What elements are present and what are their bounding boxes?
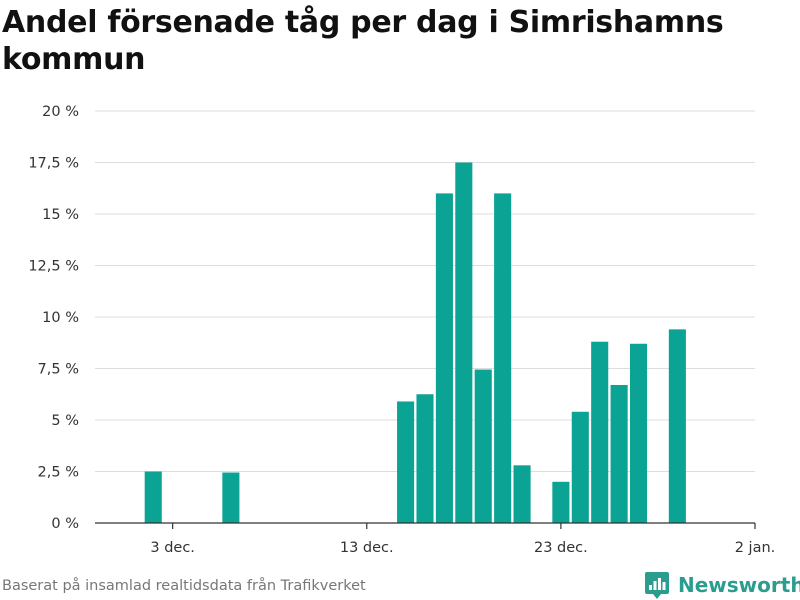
gridlines xyxy=(95,110,755,472)
bar[interactable] xyxy=(222,472,240,523)
y-tick-label: 17,5 % xyxy=(28,156,79,172)
x-axis-tick-labels: 3 dec. 13 dec. 23 dec. 2 jan. xyxy=(150,540,775,556)
x-tick-label: 23 dec. xyxy=(534,540,588,556)
y-tick-label: 10 % xyxy=(42,310,79,326)
bar[interactable] xyxy=(610,384,628,523)
newsworthy-logo-icon xyxy=(645,572,669,599)
brand[interactable]: Newsworthy xyxy=(644,570,800,600)
y-tick-label: 15 % xyxy=(42,207,79,223)
y-tick-label: 12,5 % xyxy=(28,259,79,275)
y-tick-label: 2,5 % xyxy=(38,465,79,481)
brand-name: Newsworthy xyxy=(678,573,800,597)
bar[interactable] xyxy=(629,343,648,523)
bar[interactable] xyxy=(397,401,415,523)
bar[interactable] xyxy=(552,481,570,523)
y-tick-label: 5 % xyxy=(51,413,79,429)
y-axis-tick-labels: 0 % 2,5 % 5 % 7,5 % 10 % 12,5 % 15 % 17,5 % 20 % xyxy=(28,104,79,532)
bar[interactable] xyxy=(144,471,162,524)
x-tick-label: 3 dec. xyxy=(150,540,195,556)
bar[interactable] xyxy=(571,411,589,523)
x-axis xyxy=(95,522,756,529)
bar[interactable] xyxy=(513,465,531,523)
source-note: Baserat på insamlad realtidsdata från Tr… xyxy=(2,578,366,594)
bars xyxy=(144,162,686,524)
chart-title: Andel försenade tåg per dag i Simrishamn… xyxy=(2,5,724,77)
bar[interactable] xyxy=(435,193,453,523)
y-tick-label: 7,5 % xyxy=(38,362,79,378)
bar[interactable] xyxy=(591,341,609,523)
bar[interactable] xyxy=(416,394,434,523)
x-tick-label: 13 dec. xyxy=(340,540,394,556)
y-tick-label: 20 % xyxy=(42,104,79,120)
bar[interactable] xyxy=(455,162,473,524)
bar[interactable] xyxy=(474,369,492,523)
x-tick-label: 2 jan. xyxy=(735,540,776,556)
bar[interactable] xyxy=(494,193,512,523)
y-tick-label: 0 % xyxy=(51,516,79,532)
bar[interactable] xyxy=(668,329,686,523)
